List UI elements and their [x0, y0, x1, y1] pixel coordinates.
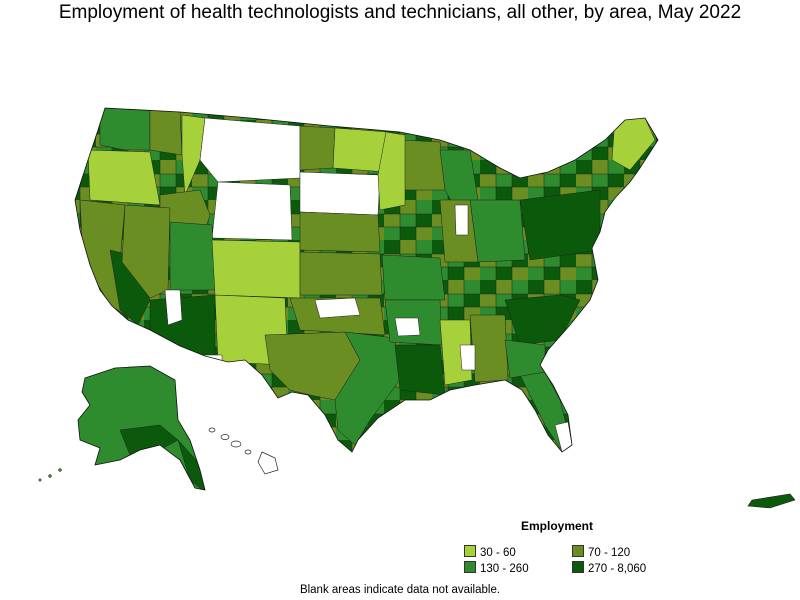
area-blank-mississippi — [459, 344, 476, 371]
legend-item-30-60: 30 - 60 — [464, 545, 516, 559]
area-nevada — [121, 204, 171, 299]
area-washington-west — [99, 108, 151, 151]
hawaii — [208, 427, 279, 475]
legend-item-270-8060: 270 - 8,060 — [572, 561, 646, 575]
area-oregon — [87, 149, 161, 206]
area-blank-arkansas — [394, 317, 421, 337]
area-carolinas — [504, 294, 581, 346]
area-alabama — [469, 314, 509, 383]
area-blank-nevada — [164, 289, 183, 326]
alaska — [78, 366, 205, 490]
legend-swatch — [572, 561, 584, 573]
area-georgia — [504, 339, 546, 379]
area-utah — [169, 221, 216, 291]
area-blank-south-plains — [314, 297, 361, 319]
area-kansas — [299, 251, 383, 296]
area-maine — [611, 117, 656, 171]
area-washington-east — [149, 109, 183, 156]
area-colorado — [211, 239, 301, 299]
area-louisiana — [394, 344, 446, 396]
legend-swatch — [464, 545, 476, 557]
legend-swatch — [572, 545, 584, 557]
area-montana-blank — [199, 117, 301, 183]
aleutian-islands — [38, 468, 62, 482]
area-mid-atlantic — [519, 189, 601, 261]
us-outline — [74, 107, 659, 453]
legend-title: Employment — [521, 519, 594, 533]
puerto-rico — [747, 493, 796, 509]
legend-item-70-120: 70 - 120 — [572, 545, 630, 559]
legend-item-130-260: 130 - 260 — [464, 561, 529, 575]
area-south-dakota-blank — [299, 171, 381, 216]
area-ohio — [469, 199, 526, 263]
area-alaska-southeast — [177, 439, 205, 490]
alaska-outline — [77, 365, 206, 491]
area-north-dakota-west — [299, 125, 336, 171]
area-arizona — [149, 294, 216, 361]
area-wyoming-blank — [211, 181, 293, 241]
area-missouri — [381, 254, 446, 301]
area-wisconsin — [399, 139, 446, 191]
area-idaho-north — [181, 114, 206, 196]
map-title: Employment of health technologists and t… — [58, 2, 742, 23]
area-minnesota — [377, 131, 406, 211]
blank-areas-note: Blank areas indicate data not available. — [299, 584, 501, 596]
legend-swatch — [464, 561, 476, 573]
area-blank-arizona — [197, 354, 223, 367]
area-nebraska — [299, 211, 381, 253]
area-blank-lake — [454, 204, 469, 236]
